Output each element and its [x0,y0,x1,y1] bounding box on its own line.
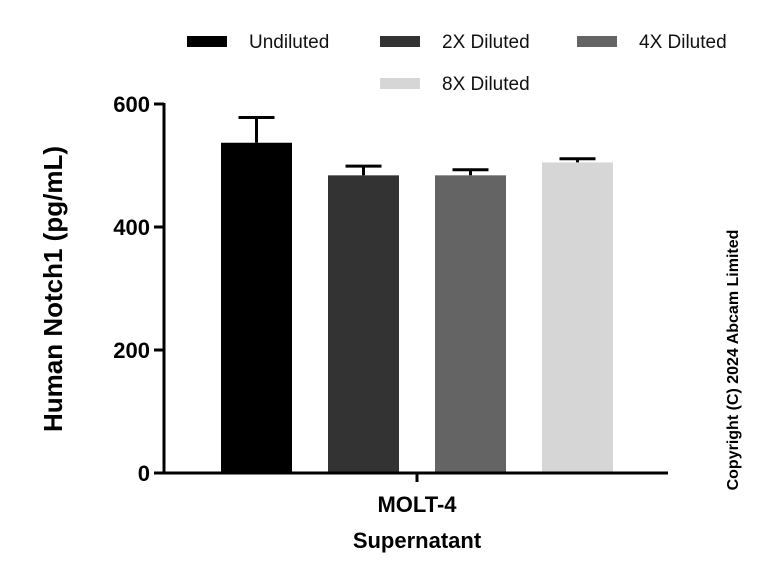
legend-label: 8X Diluted [442,74,530,95]
legend-swatch [577,36,617,47]
copyright-notice: Copyright (C) 2024 Abcam Limited [725,230,742,491]
bar [328,175,399,473]
y-tick-label: 0 [138,461,150,486]
legend-swatch [187,36,227,47]
bar [435,175,506,473]
y-tick-label: 600 [113,92,150,117]
axes: 0 200 400 600 [113,92,668,486]
legend-label: 2X Diluted [442,32,530,53]
legend-label: Undiluted [249,32,329,53]
bar [542,162,613,474]
y-tick-label: 400 [113,215,150,240]
legend: Undiluted 2X Diluted 4X Diluted 8X Diluted [187,32,727,95]
y-axis-title: Human Notch1 (pg/mL) [38,146,68,432]
bar [221,142,292,473]
y-tick-label: 200 [113,338,150,363]
legend-label: 4X Diluted [639,32,727,53]
bars [221,116,613,474]
category-label: MOLT-4 [377,492,457,517]
legend-swatch [380,78,420,89]
legend-swatch [380,36,420,47]
category-label: Supernatant [353,528,482,553]
